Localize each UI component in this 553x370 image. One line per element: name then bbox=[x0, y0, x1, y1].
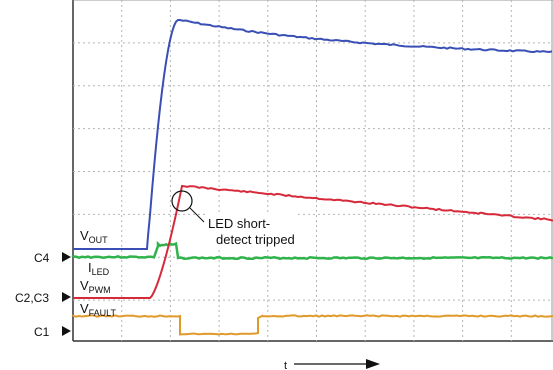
channel-marker-c2c3: C2,C3 bbox=[15, 291, 49, 305]
plot-grid bbox=[72, 0, 553, 342]
channel-arrow-c1 bbox=[62, 326, 71, 336]
vpwm-label: VPWM bbox=[80, 278, 111, 295]
channel-marker-c1: C1 bbox=[34, 325, 50, 339]
time-axis-label: t bbox=[284, 360, 287, 370]
channel-arrow-c4 bbox=[62, 252, 71, 262]
iled-label: ILED bbox=[88, 260, 110, 277]
trace-vfault bbox=[72, 314, 553, 336]
vfault-label: VFAULT bbox=[80, 301, 117, 318]
vout-label: VOUT bbox=[80, 228, 108, 245]
short-detect-marker bbox=[171, 190, 193, 212]
channel-arrow-c2c3 bbox=[62, 292, 71, 302]
annotation-leader bbox=[189, 207, 205, 223]
time-arrow-head bbox=[366, 359, 380, 369]
annotation-line1: LED short- bbox=[208, 216, 270, 231]
trace-vpwm bbox=[73, 184, 553, 299]
channel-marker-c4: C4 bbox=[34, 251, 50, 265]
trace-vout bbox=[73, 19, 553, 250]
annotation-line2: detect tripped bbox=[216, 232, 295, 247]
trace-iled bbox=[71, 240, 553, 261]
